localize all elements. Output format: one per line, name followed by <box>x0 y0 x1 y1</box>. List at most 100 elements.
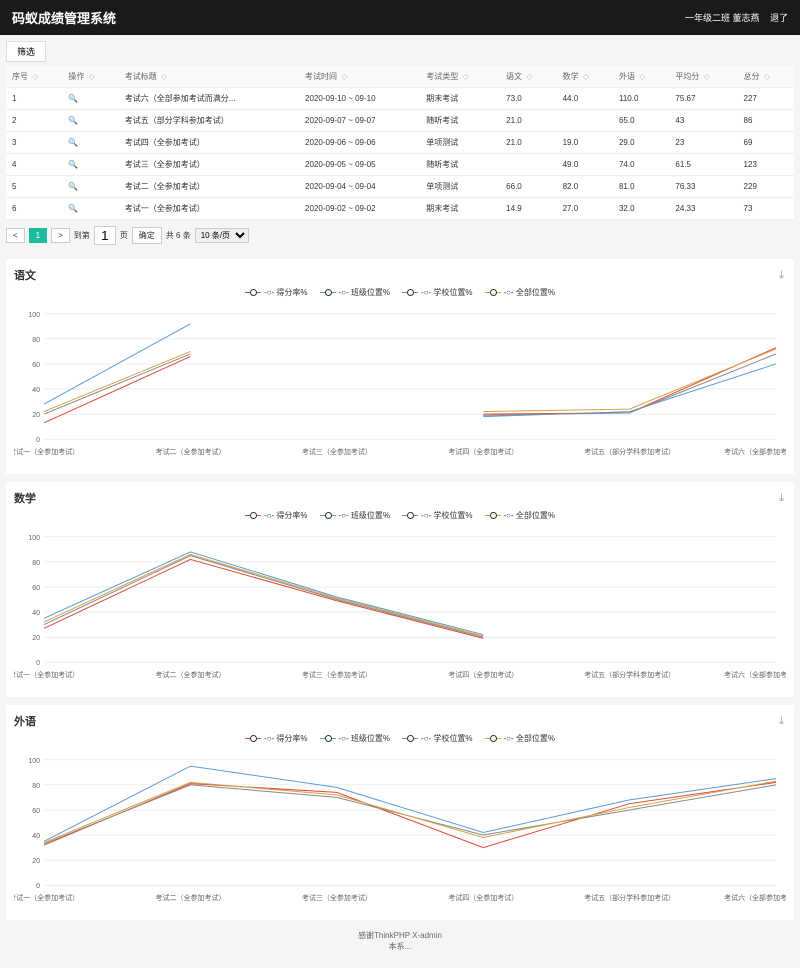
cell: 考试六（全部参加考试而满分... <box>119 88 299 110</box>
goto-label: 到第 <box>74 230 90 241</box>
cell: 73.0 <box>500 88 556 110</box>
cell: 73 <box>738 198 794 220</box>
user-info[interactable]: 一年级二班 董志燕 <box>685 13 760 23</box>
legend-item[interactable]: -○- 全部位置% <box>485 287 556 298</box>
svg-text:20: 20 <box>32 858 40 865</box>
cell: 66.0 <box>500 176 556 198</box>
page-1[interactable]: 1 <box>29 228 47 243</box>
cell: 6 <box>6 198 62 220</box>
column-header[interactable]: 外语 ◇ <box>613 66 669 88</box>
view-icon[interactable]: 🔍 <box>68 94 78 103</box>
filter-button[interactable]: 筛选 <box>6 41 46 62</box>
svg-text:考试六（全部参加考试而满分不...: 考试六（全部参加考试而满分不... <box>724 670 786 679</box>
chart-title: 数学 <box>14 490 786 506</box>
table-row: 6🔍考试一（全参加考试）2020-09-02 ~ 09-02期末考试14.927… <box>6 198 794 220</box>
legend-item[interactable]: -○- 全部位置% <box>485 733 556 744</box>
footer-line2: 本系... <box>16 941 784 952</box>
svg-text:20: 20 <box>32 412 40 419</box>
cell: 2020-09-07 ~ 09-07 <box>299 110 420 132</box>
cell: 考试一（全参加考试） <box>119 198 299 220</box>
column-header[interactable]: 考试类型 ◇ <box>420 66 500 88</box>
cell: 19.0 <box>557 132 613 154</box>
column-header[interactable]: 平均分 ◇ <box>669 66 737 88</box>
column-header[interactable]: 考试标题 ◇ <box>119 66 299 88</box>
cell: 1 <box>6 88 62 110</box>
column-header[interactable]: 语文 ◇ <box>500 66 556 88</box>
svg-text:100: 100 <box>28 535 40 542</box>
content: 筛选 序号 ◇操作 ◇考试标题 ◇考试时间 ◇考试类型 ◇语文 ◇数学 ◇外语 … <box>0 35 800 968</box>
view-icon[interactable]: 🔍 <box>68 116 78 125</box>
cell: 32.0 <box>613 198 669 220</box>
page-total: 共 6 条 <box>166 230 191 241</box>
page-next[interactable]: > <box>51 228 70 243</box>
grades-table: 序号 ◇操作 ◇考试标题 ◇考试时间 ◇考试类型 ◇语文 ◇数学 ◇外语 ◇平均… <box>6 66 794 220</box>
svg-text:考试六（全部参加考试而满分不...: 考试六（全部参加考试而满分不... <box>724 893 786 902</box>
cell: 65.0 <box>613 110 669 132</box>
chart-数学: 数学⤓-○- 得分率%-○- 班级位置%-○- 学校位置%-○- 全部位置%02… <box>6 482 794 697</box>
legend-item[interactable]: -○- 得分率% <box>245 733 308 744</box>
cell: 3 <box>6 132 62 154</box>
cell: 单项测试 <box>420 132 500 154</box>
svg-text:0: 0 <box>36 437 40 444</box>
cell: 14.9 <box>500 198 556 220</box>
download-icon[interactable]: ⤓ <box>779 715 784 728</box>
cell: 75.67 <box>669 88 737 110</box>
column-header[interactable]: 总分 ◇ <box>738 66 794 88</box>
cell: 考试三（全参加考试） <box>119 154 299 176</box>
page-label: 页 <box>120 230 128 241</box>
page-size-select[interactable]: 10 条/页 <box>195 228 249 243</box>
download-icon[interactable]: ⤓ <box>779 492 784 505</box>
svg-text:考试一（全参加考试）: 考试一（全参加考试） <box>14 670 79 679</box>
cell: 69 <box>738 132 794 154</box>
cell: 2020-09-10 ~ 09-10 <box>299 88 420 110</box>
legend-item[interactable]: -○- 得分率% <box>245 510 308 521</box>
cell: 86 <box>738 110 794 132</box>
cell: 单项测试 <box>420 176 500 198</box>
download-icon[interactable]: ⤓ <box>779 269 784 282</box>
legend-item[interactable]: -○- 得分率% <box>245 287 308 298</box>
svg-text:考试四（全参加考试）: 考试四（全参加考试） <box>448 893 518 902</box>
cell <box>557 110 613 132</box>
view-icon[interactable]: 🔍 <box>68 160 78 169</box>
svg-text:0: 0 <box>36 660 40 667</box>
cell: 考试二（全参加考试） <box>119 176 299 198</box>
column-header[interactable]: 操作 ◇ <box>62 66 118 88</box>
column-header[interactable]: 考试时间 ◇ <box>299 66 420 88</box>
svg-text:100: 100 <box>28 312 40 319</box>
page-confirm[interactable]: 确定 <box>132 227 162 244</box>
footer-line1: 感谢ThinkPHP X-admin <box>16 930 784 941</box>
legend-item[interactable]: -○- 班级位置% <box>320 733 391 744</box>
header-right: 一年级二班 董志燕 退了 <box>677 11 788 24</box>
view-icon[interactable]: 🔍 <box>68 204 78 213</box>
svg-text:考试四（全参加考试）: 考试四（全参加考试） <box>448 670 518 679</box>
view-icon[interactable]: 🔍 <box>68 138 78 147</box>
column-header[interactable]: 序号 ◇ <box>6 66 62 88</box>
cell: 2 <box>6 110 62 132</box>
table-row: 4🔍考试三（全参加考试）2020-09-05 ~ 09-05随听考试49.074… <box>6 154 794 176</box>
legend-item[interactable]: -○- 学校位置% <box>402 287 473 298</box>
cell: 44.0 <box>557 88 613 110</box>
chart-title: 外语 <box>14 713 786 729</box>
pagination: < 1 > 到第 页 确定 共 6 条 10 条/页 <box>6 220 794 251</box>
column-header[interactable]: 数学 ◇ <box>557 66 613 88</box>
cell: 24.33 <box>669 198 737 220</box>
legend: -○- 得分率% -○- 班级位置% -○- 学校位置% -○- 全部位置% <box>14 733 786 744</box>
logout-link[interactable]: 退了 <box>770 13 788 23</box>
page-input[interactable] <box>94 226 116 245</box>
legend-item[interactable]: -○- 学校位置% <box>402 510 473 521</box>
legend-item[interactable]: -○- 全部位置% <box>485 510 556 521</box>
svg-text:考试一（全参加考试）: 考试一（全参加考试） <box>14 447 79 456</box>
chart-语文: 语文⤓ -○- 得分率% -○- 班级位置% -○- 学校位置% -○- 全部位置% 0 2… <box>6 259 794 474</box>
svg-text:考试三（全参加考试）: 考试三（全参加考试） <box>302 447 372 456</box>
legend-item[interactable]: -○- 班级位置% <box>320 287 391 298</box>
cell: 82.0 <box>557 176 613 198</box>
chart-svg: 020406080100考试一（全参加考试）考试二（全参加考试）考试三（全参加考… <box>14 304 786 464</box>
cell <box>500 154 556 176</box>
legend-item[interactable]: -○- 学校位置% <box>402 733 473 744</box>
cell: 227 <box>738 88 794 110</box>
page-prev[interactable]: < <box>6 228 25 243</box>
header: 码蚁成绩管理系统 一年级二班 董志燕 退了 <box>0 0 800 35</box>
chart-title: 语文 <box>14 267 786 283</box>
view-icon[interactable]: 🔍 <box>68 182 78 191</box>
legend-item[interactable]: -○- 班级位置% <box>320 510 391 521</box>
